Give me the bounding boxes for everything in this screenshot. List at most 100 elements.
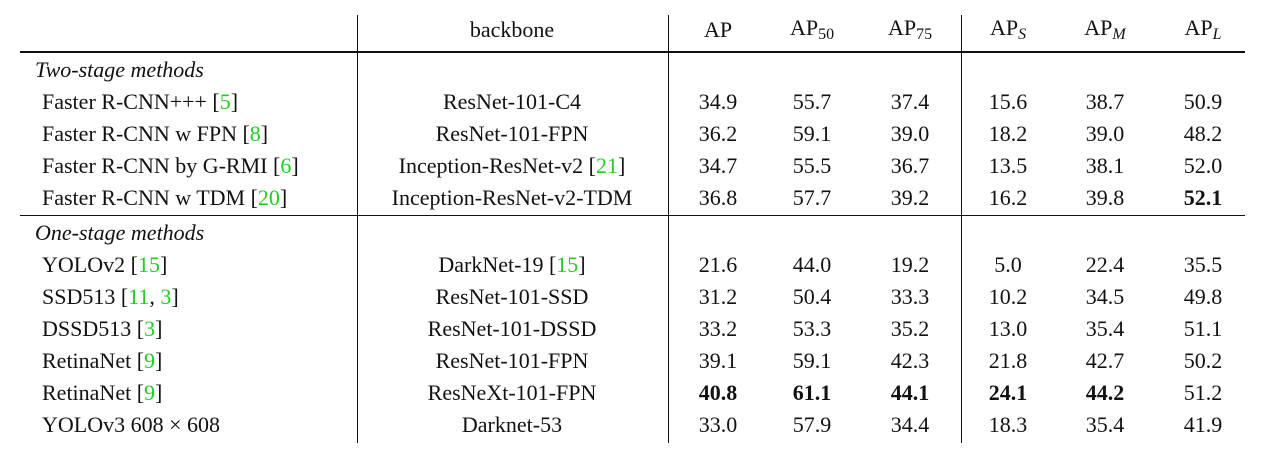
cell-text: ResNet-101-FPN [435,121,589,146]
citation: 3 [160,284,172,309]
metric-cell: 34.7 [698,153,738,178]
backbone-cell: Darknet-53 [462,414,562,436]
backbone-cell: ResNet-101-FPN [436,123,589,145]
metric-cell: 51.1 [1183,316,1223,341]
backbone-cell: ResNeXt-101-FPN [428,382,597,404]
citation: 20 [257,185,280,210]
metric-cell: 38.7 [1085,89,1125,114]
header-subscript: M [1112,26,1126,43]
citation: 15 [137,252,160,277]
header-subscript: L [1212,26,1222,43]
cell-text: ] [618,153,626,178]
cell-text: , [149,284,161,309]
metric-cell: 59.1 [792,121,832,146]
header-subscript: 50 [818,26,835,43]
backbone-cell: ResNet-101-DSSD [428,318,597,340]
metric-cell: 49.8 [1183,284,1223,309]
metric-cell: 40.8 [698,380,738,405]
backbone-cell: DarkNet-19 [15] [438,254,585,276]
header-text: AP [1184,15,1213,40]
metric-cell: 16.2 [988,185,1028,210]
header-text: AP [887,15,917,40]
metric-cell: 44.1 [890,380,930,405]
cell-text: Inception-ResNet-v2-TDM [391,185,633,210]
cell-text: ] [155,348,163,373]
metric-cell: 53.3 [792,316,832,341]
metric-cell: 35.4 [1085,412,1125,437]
column-header: AP50 [790,17,834,43]
method-cell: YOLOv3 608 × 608 [42,414,220,436]
metric-cell: 21.6 [698,252,738,277]
cell-text: ResNet-101-SSD [435,284,589,309]
backbone-cell: Inception-ResNet-v2 [21] [399,155,626,177]
section-title: One-stage methods [35,220,205,245]
header-subscript: S [1018,26,1027,43]
cell-text: YOLOv2 [ [42,252,138,277]
cell-text: ] [155,380,163,405]
metric-cell: 39.8 [1085,185,1125,210]
section-rule [20,215,1245,216]
citation: 9 [144,348,156,373]
metric-cell: 39.1 [698,348,738,373]
cell-text: Faster R-CNN+++ [ [42,89,220,114]
cell-text: DarkNet-19 [ [438,252,557,277]
metric-cell: 52.0 [1183,153,1223,178]
citation: 15 [556,252,579,277]
metric-cell: 41.9 [1183,412,1223,437]
cell-text: ] [260,121,269,146]
method-cell: Faster R-CNN+++ [5] [42,91,238,113]
cell-text: Darknet-53 [461,412,563,437]
cell-text: Faster R-CNN w FPN [ [42,121,250,146]
metric-cell: 39.0 [1085,121,1125,146]
metric-cell: 33.3 [890,284,930,309]
metric-cell: 44.0 [792,252,832,277]
metric-cell: 50.4 [792,284,832,309]
metric-cell: 51.2 [1183,380,1223,405]
cell-text: ResNet-101-FPN [435,348,589,373]
metric-cell: 35.2 [890,316,930,341]
backbone-cell: ResNet-101-FPN [436,350,589,372]
header-text: AP [703,17,733,42]
metric-cell: 22.4 [1085,252,1125,277]
metric-cell: 18.2 [988,121,1028,146]
metric-cell: 18.3 [988,412,1028,437]
metric-cell: 48.2 [1183,121,1223,146]
metric-cell: 33.0 [698,412,738,437]
column-divider [961,15,962,443]
cell-text: ] [291,153,299,178]
metric-cell: 57.7 [792,185,832,210]
cell-text: ] [155,316,163,341]
citation: 8 [249,121,261,146]
metric-cell: 24.1 [988,380,1028,405]
top-rule [20,51,1245,53]
method-cell: Faster R-CNN w TDM [20] [42,187,287,209]
method-cell: Faster R-CNN w FPN [8] [42,123,268,145]
citation: 5 [219,89,231,114]
metric-cell: 35.5 [1183,252,1223,277]
backbone-cell: ResNet-101-SSD [436,286,589,308]
method-cell: SSD513 [11, 3] [42,286,179,308]
header-text: backbone [469,17,555,42]
cell-text: ResNet-101-DSSD [427,316,597,341]
header-text: AP [1084,15,1113,40]
column-header: APL [1184,17,1221,43]
cell-text: ResNet-101-C4 [442,89,582,114]
method-cell: RetinaNet [9] [42,350,162,372]
metric-cell: 52.1 [1183,185,1223,210]
cell-text: ] [159,252,168,277]
metric-cell: 39.0 [890,121,930,146]
header-text: AP [989,15,1019,40]
cell-text: Faster R-CNN by G-RMI [ [42,153,281,178]
metric-cell: 57.9 [792,412,832,437]
cell-text: ] [230,89,239,114]
metric-cell: 31.2 [698,284,738,309]
citation: 21 [596,153,618,178]
cell-text: ] [171,284,179,309]
metric-cell: 42.7 [1085,348,1125,373]
method-cell: Faster R-CNN by G-RMI [6] [42,155,299,177]
cell-text: ] [279,185,288,210]
cell-text: SSD513 [ [42,284,129,309]
cell-text: DSSD513 [ [42,316,145,341]
citation: 6 [280,153,292,178]
method-cell: RetinaNet [9] [42,382,162,404]
